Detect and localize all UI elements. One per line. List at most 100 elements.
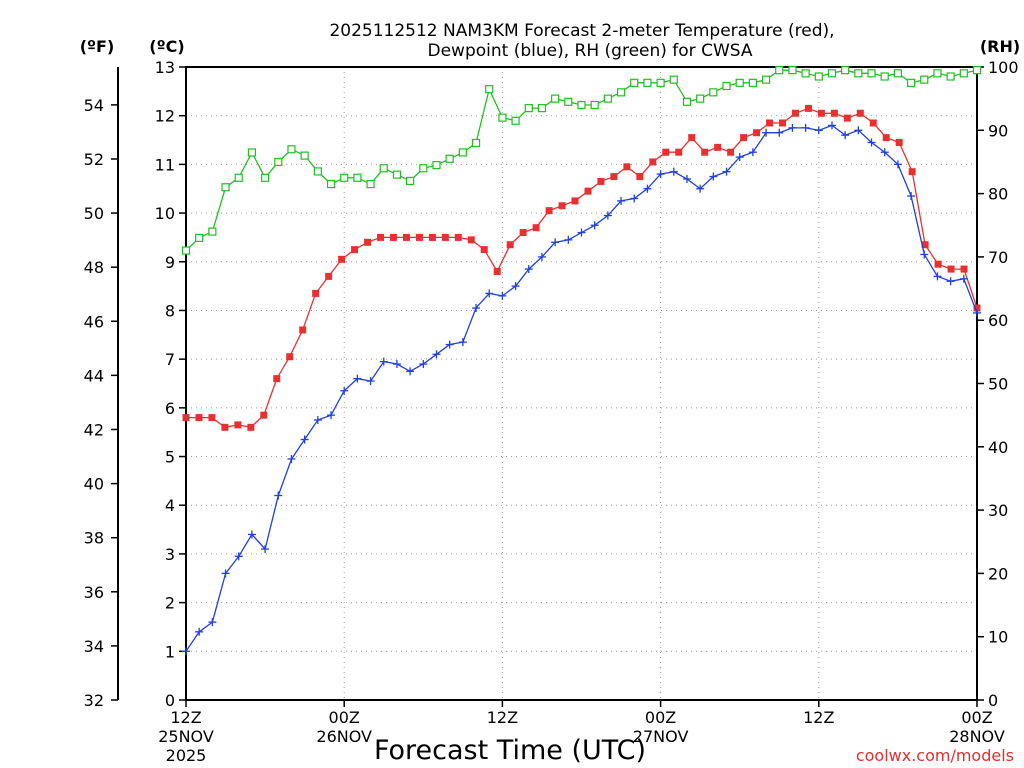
dewpoint-point — [722, 167, 731, 176]
temperature-point — [441, 233, 449, 241]
rh-point — [682, 97, 692, 106]
temperature-point — [649, 158, 657, 166]
fahrenheit-tick-label: 34 — [84, 637, 104, 656]
temperature-point — [623, 163, 631, 171]
rh-point — [761, 75, 771, 84]
rh-point — [630, 78, 639, 87]
celsius-tick-label: 8 — [165, 301, 175, 320]
celsius-tick-label: 9 — [165, 253, 175, 272]
dewpoint-point — [287, 454, 296, 463]
dewpoint-point — [748, 148, 757, 157]
dewpoint-point — [682, 174, 691, 183]
temperature-point — [571, 197, 579, 205]
rh-point — [445, 154, 454, 163]
dewpoint-point — [933, 272, 942, 281]
temperature-point — [286, 353, 294, 361]
dewpoint-point — [221, 569, 230, 578]
rh-point — [801, 69, 810, 78]
dewpoint-point — [643, 184, 652, 193]
celsius-tick-label: 2 — [165, 594, 175, 613]
temperature-point — [817, 109, 825, 117]
rh-point — [551, 94, 560, 103]
x-tick-date-label: 25NOV — [158, 727, 214, 746]
dewpoint-point — [485, 289, 494, 298]
rh-point — [247, 148, 257, 157]
rh-unit-label: (RH) — [980, 37, 1020, 56]
dewpoint-point — [841, 131, 850, 140]
rh-point — [524, 104, 533, 113]
fahrenheit-tick-label: 46 — [84, 312, 104, 331]
dewpoint-point — [709, 172, 718, 181]
rh-point — [458, 148, 467, 157]
dewpoint-point — [392, 360, 401, 369]
temperature-point — [351, 246, 359, 254]
rh-point — [920, 75, 929, 84]
x-tick-year-label: 2025 — [166, 746, 207, 765]
fahrenheit-tick-label: 36 — [84, 583, 104, 602]
temperature-point — [389, 233, 397, 241]
x-tick-time-label: 12Z — [487, 708, 518, 727]
temperature-point — [778, 119, 786, 127]
dewpoint-point — [261, 545, 270, 554]
temperature-point — [325, 272, 333, 280]
rh-point — [906, 78, 916, 87]
rh-point — [867, 69, 876, 78]
x-tick-date-label: 26NOV — [316, 727, 372, 746]
rh-point — [406, 176, 415, 186]
dewpoint-point — [445, 340, 454, 349]
fahrenheit-ticks: 32 34 36 38 40 42 44 46 48 50 52 54 — [84, 96, 118, 710]
dewpoint-point — [551, 238, 560, 247]
dewpoint-point — [195, 627, 204, 636]
temperature-point — [766, 119, 774, 127]
rh-point — [972, 66, 982, 75]
rh-tick-label: 10 — [988, 628, 1008, 647]
x-tick-time-label: 12Z — [803, 708, 834, 727]
dewpoint-point — [274, 491, 283, 500]
temperature-point — [921, 241, 929, 249]
x-axis-title: Forecast Time (UTC) — [374, 735, 646, 766]
dewpoint-point — [630, 194, 639, 203]
celsius-tick-label: 0 — [165, 691, 175, 710]
dewpoint-point — [696, 184, 705, 193]
dewpoint-point — [300, 435, 309, 444]
dewpoint-point — [973, 308, 981, 317]
rh-point — [827, 69, 837, 78]
rh-tick-label: 90 — [988, 121, 1008, 140]
dewpoint-point — [788, 123, 797, 132]
dewpoint-point — [735, 153, 744, 162]
temperature-point — [740, 134, 748, 142]
rh-point — [432, 161, 441, 170]
celsius-tick-label: 5 — [165, 448, 175, 467]
dewpoint-point — [406, 367, 415, 376]
rh-point — [643, 78, 652, 87]
dewpoint-point — [603, 211, 612, 220]
dewpoint-point — [432, 350, 441, 359]
temperature-point — [688, 134, 696, 142]
rh-point — [735, 78, 744, 87]
rh-point — [696, 94, 705, 103]
rh-point — [933, 69, 942, 78]
x-tick-time-label: 00Z — [645, 708, 676, 727]
celsius-tick-label: 12 — [155, 107, 175, 126]
temperature-point — [960, 265, 968, 273]
dewpoint-point — [498, 291, 507, 300]
temperature-point — [377, 233, 385, 241]
temperature-point — [675, 148, 683, 156]
rh-point — [722, 81, 731, 91]
temperature-point — [428, 233, 436, 241]
rh-point — [366, 180, 375, 189]
rh-point — [841, 66, 850, 75]
dewpoint-point — [669, 167, 678, 176]
rh-point — [880, 72, 889, 81]
temperature-point — [597, 177, 605, 185]
rh-point — [709, 88, 718, 97]
x-tick-date-label: 27NOV — [633, 727, 689, 746]
dewpoint-point — [313, 416, 322, 425]
fahrenheit-tick-label: 42 — [84, 420, 104, 439]
dewpoint-point — [537, 252, 546, 261]
dewpoint-point — [340, 386, 349, 395]
temperature-point — [714, 143, 722, 151]
rh-point — [946, 72, 955, 81]
celsius-tick-label: 11 — [155, 155, 175, 174]
rh-point — [814, 72, 823, 81]
